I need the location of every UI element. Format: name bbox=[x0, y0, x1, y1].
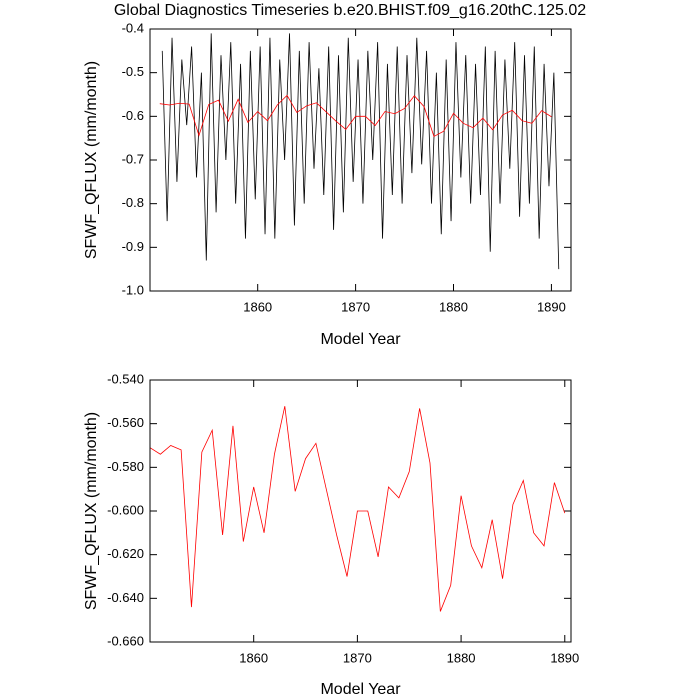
y-tick-label: -0.560 bbox=[107, 415, 144, 430]
y-tick-label: -0.540 bbox=[107, 371, 144, 386]
y-tick-label: -0.660 bbox=[107, 633, 144, 648]
y-tick-label: -0.5 bbox=[122, 64, 144, 79]
x-tick-label: 1890 bbox=[550, 650, 579, 665]
y-axis-label: SFWF_QFLUX (mm/month) bbox=[83, 61, 100, 259]
x-tick-label: 1870 bbox=[343, 650, 372, 665]
plot-frame bbox=[149, 379, 572, 643]
x-tick-label: 1860 bbox=[243, 299, 272, 314]
data-line bbox=[149, 406, 566, 612]
y-tick-label: -0.7 bbox=[122, 151, 144, 166]
data-line bbox=[159, 94, 552, 137]
plot-frame bbox=[149, 28, 572, 292]
x-tick-label: 1890 bbox=[537, 299, 566, 314]
data-line bbox=[161, 33, 560, 270]
y-tick-label: -1.0 bbox=[122, 282, 144, 297]
chart-title: Global Diagnostics Timeseries b.e20.BHIS… bbox=[114, 2, 586, 19]
y-tick-label: -0.8 bbox=[122, 195, 144, 210]
x-tick-label: 1880 bbox=[447, 650, 476, 665]
y-tick-label: -0.4 bbox=[122, 20, 144, 35]
x-axis-label: Model Year bbox=[320, 331, 401, 348]
y-tick-label: -0.600 bbox=[107, 502, 144, 517]
y-tick-label: -0.620 bbox=[107, 546, 144, 561]
x-tick-label: 1880 bbox=[439, 299, 468, 314]
y-tick-label: -0.6 bbox=[122, 108, 144, 123]
x-tick-label: 1870 bbox=[341, 299, 370, 314]
y-tick-label: -0.580 bbox=[107, 459, 144, 474]
y-tick-label: -0.640 bbox=[107, 590, 144, 605]
y-axis-label: SFWF_QFLUX (mm/month) bbox=[83, 412, 100, 610]
y-tick-label: -0.9 bbox=[122, 239, 144, 254]
x-tick-label: 1860 bbox=[239, 650, 268, 665]
x-axis-label: Model Year bbox=[320, 681, 401, 698]
